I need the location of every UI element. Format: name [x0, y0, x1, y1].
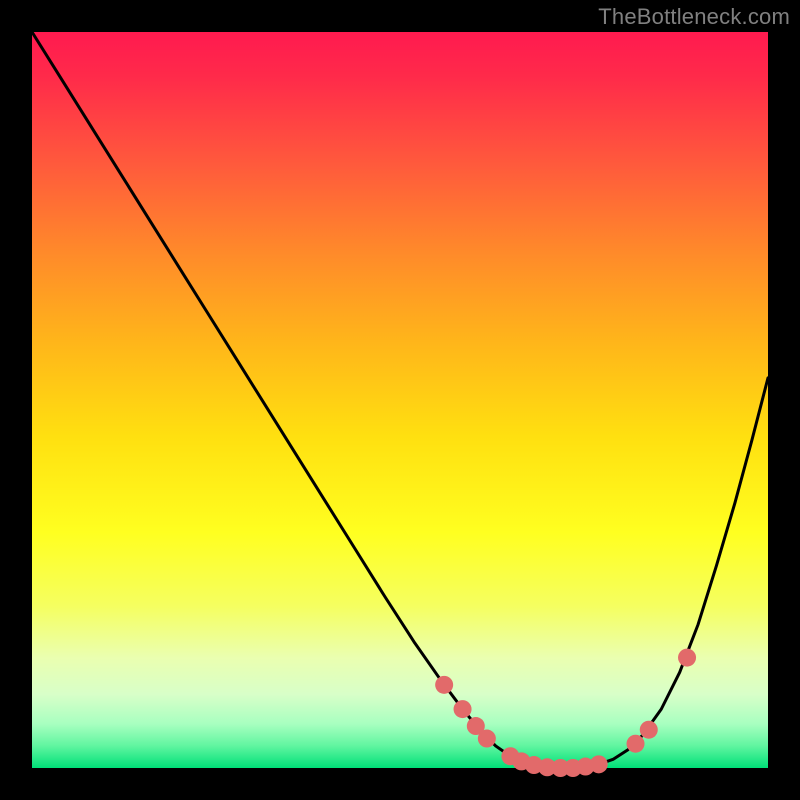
scatter-point — [590, 755, 608, 773]
scatter-point — [640, 721, 658, 739]
scatter-point — [678, 649, 696, 667]
chart-canvas: TheBottleneck.com — [0, 0, 800, 800]
scatter-point — [454, 700, 472, 718]
scatter-point — [478, 730, 496, 748]
scatter-point — [627, 735, 645, 753]
chart-svg — [0, 0, 800, 800]
watermark-label: TheBottleneck.com — [598, 4, 790, 30]
scatter-point — [435, 676, 453, 694]
plot-background — [32, 32, 768, 768]
